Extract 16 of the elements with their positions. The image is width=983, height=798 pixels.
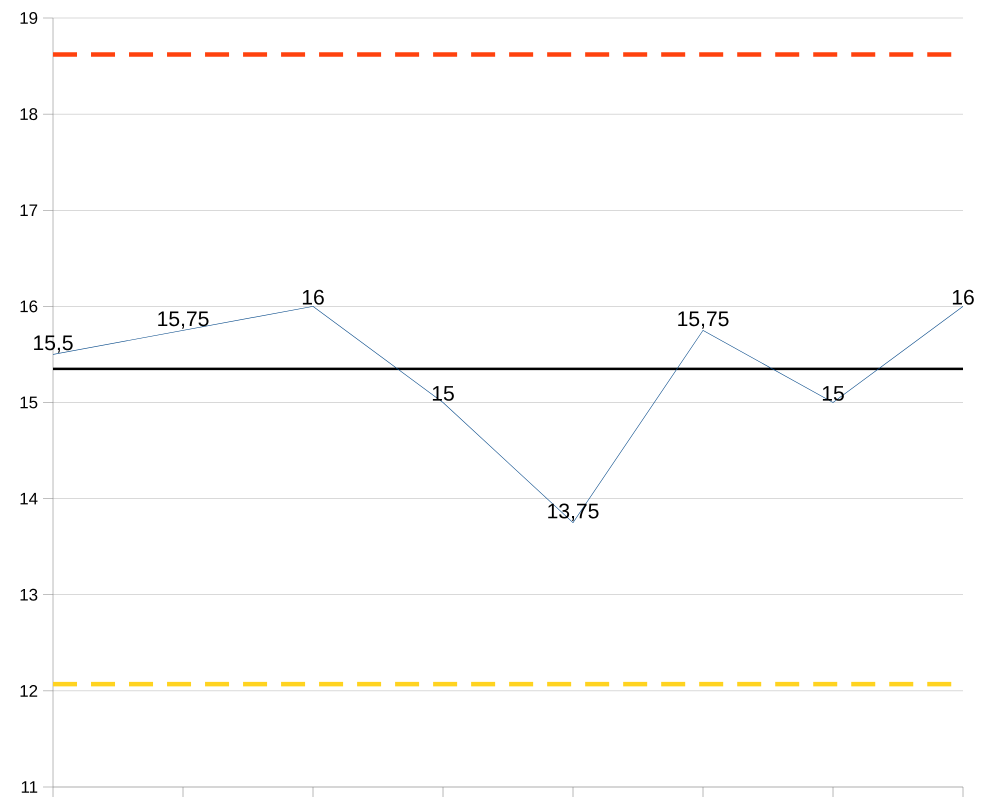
data-label: 15,75 xyxy=(158,312,209,329)
y-tick-label: 16 xyxy=(20,300,38,312)
data-label: 15,75 xyxy=(678,312,729,329)
data-label: 16 xyxy=(952,290,974,305)
y-tick-label: 13 xyxy=(20,588,38,601)
y-tick-label: 17 xyxy=(20,204,38,216)
y-tick-label: 11 xyxy=(22,781,38,793)
y-tick-label: 12 xyxy=(20,684,38,697)
y-tick-label: 19 xyxy=(20,12,38,24)
y-tick-label: 18 xyxy=(20,108,38,120)
data-label: 15,5 xyxy=(34,336,73,353)
data-label: 15 xyxy=(822,386,844,401)
y-tick-label: 15 xyxy=(20,396,38,408)
y-tick-label: 14 xyxy=(20,492,38,504)
data-label: 16 xyxy=(302,290,324,305)
data-label: 15 xyxy=(432,386,454,401)
